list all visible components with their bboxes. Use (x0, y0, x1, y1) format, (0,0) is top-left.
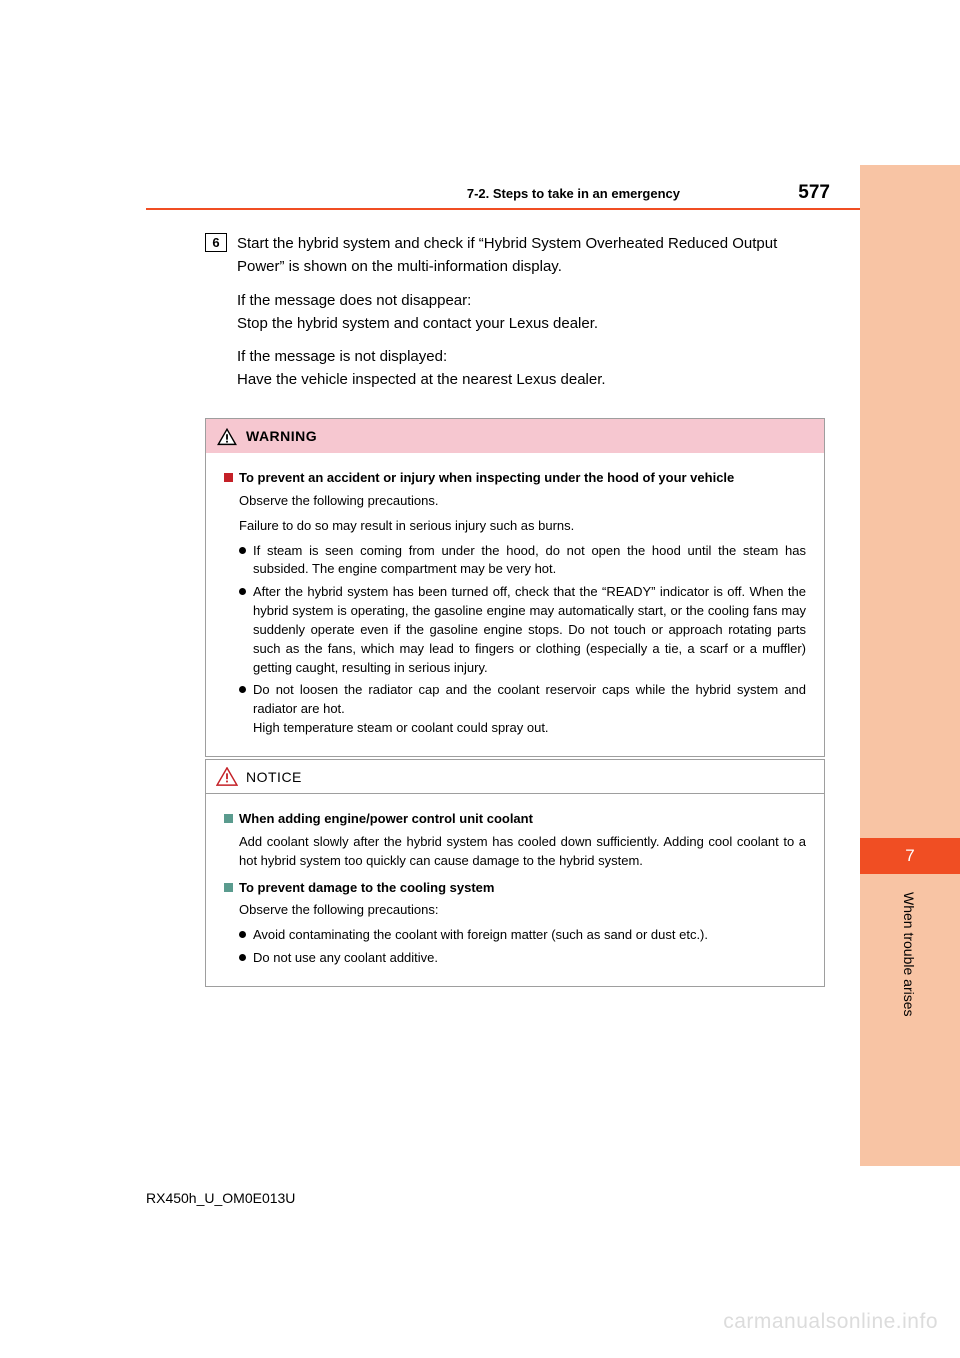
header-rule (146, 208, 860, 210)
warning-triangle-icon (216, 427, 238, 446)
step-sub-2-line-2: Have the vehicle inspected at the neares… (237, 368, 813, 391)
body-content: 6 Start the hybrid system and check if “… (205, 232, 813, 392)
step-sub-1-line-2: Stop the hybrid system and contact your … (237, 312, 813, 335)
side-tab-upper (860, 165, 960, 838)
warning-box: WARNING To prevent an accident or injury… (205, 418, 825, 757)
notice-bullet-2: Do not use any coolant additive. (239, 949, 806, 968)
warning-bullet-3: Do not loosen the radiator cap and the c… (239, 681, 806, 738)
document-code: RX450h_U_OM0E013U (146, 1190, 295, 1206)
step-sub-1-line-1: If the message does not disappear: (237, 289, 813, 312)
square-marker-icon (224, 814, 233, 823)
notice-body: When adding engine/power control unit co… (206, 794, 824, 986)
notice-bullet-2-text: Do not use any coolant additive. (253, 949, 806, 968)
breadcrumb: 7-2. Steps to take in an emergency (146, 186, 860, 201)
bullet-dot-icon (239, 954, 246, 961)
notice-bullet-1: Avoid contaminating the coolant with for… (239, 926, 806, 945)
warning-header: WARNING (206, 419, 824, 453)
notice-triangle-icon (216, 767, 238, 786)
notice-heading-1-row: When adding engine/power control unit co… (224, 810, 806, 829)
step-sub-2-line-1: If the message is not displayed: (237, 345, 813, 368)
square-marker-icon (224, 473, 233, 482)
step-sub-2: If the message is not displayed: Have th… (237, 345, 813, 392)
manual-page: 7 When trouble arises 7-2. Steps to take… (0, 0, 960, 1358)
warning-intro-1: Observe the following precautions. (239, 492, 806, 511)
notice-heading-2: To prevent damage to the cooling system (239, 879, 806, 898)
bullet-dot-icon (239, 547, 246, 554)
warning-intro-2: Failure to do so may result in serious i… (239, 517, 806, 536)
side-tab-lower: When trouble arises (860, 874, 960, 1166)
bullet-dot-icon (239, 931, 246, 938)
warning-bullet-2-text: After the hybrid system has been turned … (253, 583, 806, 677)
notice-label: NOTICE (246, 769, 302, 785)
side-tab-chapter-title: When trouble arises (901, 892, 917, 1017)
step-text: Start the hybrid system and check if “Hy… (237, 232, 813, 279)
warning-body: To prevent an accident or injury when in… (206, 453, 824, 756)
warning-heading: To prevent an accident or injury when in… (239, 469, 806, 488)
step-number-box: 6 (205, 233, 227, 252)
step-sub-1: If the message does not disappear: Stop … (237, 289, 813, 336)
notice-text-1: Add coolant slowly after the hybrid syst… (239, 833, 806, 871)
bullet-dot-icon (239, 588, 246, 595)
bullet-dot-icon (239, 686, 246, 693)
notice-bullet-1-text: Avoid contaminating the coolant with for… (253, 926, 806, 945)
page-header: 7-2. Steps to take in an emergency 577 (146, 186, 860, 201)
notice-heading-1: When adding engine/power control unit co… (239, 810, 806, 829)
page-number: 577 (798, 182, 830, 204)
warning-bullet-3-line-2: High temperature steam or coolant could … (253, 719, 806, 738)
warning-heading-row: To prevent an accident or injury when in… (224, 469, 806, 488)
notice-heading-2-row: To prevent damage to the cooling system (224, 879, 806, 898)
watermark: carmanualsonline.info (723, 1310, 938, 1334)
side-tab-chapter-number: 7 (860, 838, 960, 874)
warning-bullet-1-text: If steam is seen coming from under the h… (253, 542, 806, 580)
warning-label: WARNING (246, 428, 317, 444)
warning-bullet-1: If steam is seen coming from under the h… (239, 542, 806, 580)
notice-header: NOTICE (206, 760, 824, 794)
notice-text-2: Observe the following precautions: (239, 901, 806, 920)
notice-box: NOTICE When adding engine/power control … (205, 759, 825, 987)
square-marker-icon (224, 883, 233, 892)
warning-bullet-2: After the hybrid system has been turned … (239, 583, 806, 677)
warning-bullet-3-text: Do not loosen the radiator cap and the c… (253, 681, 806, 738)
step-6: 6 Start the hybrid system and check if “… (205, 232, 813, 279)
warning-bullet-3-line-1: Do not loosen the radiator cap and the c… (253, 681, 806, 719)
